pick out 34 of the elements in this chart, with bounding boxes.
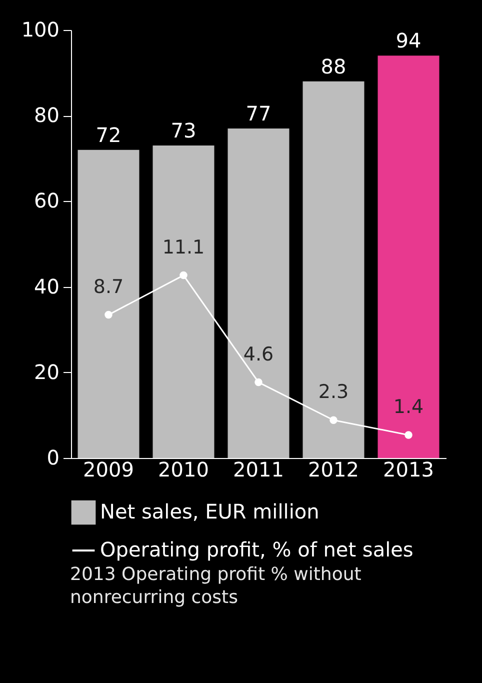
data-label: 2.3 bbox=[318, 381, 349, 404]
data-label: 1.4 bbox=[393, 396, 424, 418]
text: 2013 Operating profit % without nonrecurring costs bbox=[70, 563, 362, 610]
legend-label: Net sales, EUR million bbox=[100, 500, 320, 524]
point bbox=[404, 431, 412, 439]
point bbox=[254, 378, 262, 386]
y-tick-label: 20 bbox=[34, 360, 60, 384]
data-label: 94 bbox=[396, 28, 422, 53]
data-label: 4.6 bbox=[243, 343, 274, 366]
data-label: 8.7 bbox=[93, 276, 124, 298]
x-tick-label: 2012 bbox=[308, 458, 359, 482]
y-tick-label: 40 bbox=[34, 274, 60, 298]
y-tick-label: 80 bbox=[34, 103, 60, 128]
point bbox=[330, 416, 338, 424]
point bbox=[180, 271, 188, 280]
x-tick-label: 2009 bbox=[83, 458, 134, 482]
bar bbox=[228, 128, 290, 458]
y-tick-label: 100 bbox=[21, 18, 60, 42]
data-label: 77 bbox=[246, 101, 272, 126]
bar bbox=[152, 146, 214, 458]
bar bbox=[78, 150, 140, 458]
data-label: 72 bbox=[96, 122, 122, 147]
y-tick-label: 60 bbox=[34, 188, 60, 213]
data-label: 11.1 bbox=[162, 236, 205, 258]
legend-label: Operating profit, % of net sales bbox=[100, 538, 414, 562]
x-tick-label: 2011 bbox=[233, 458, 284, 482]
x-tick-label: 2013 bbox=[383, 458, 434, 482]
bar bbox=[378, 56, 440, 458]
bar bbox=[302, 81, 364, 458]
point bbox=[104, 310, 112, 319]
x-tick-label: 2010 bbox=[158, 458, 209, 482]
data-label: 88 bbox=[320, 54, 346, 78]
data-label: 73 bbox=[170, 118, 196, 143]
y-tick-label: 0 bbox=[46, 446, 60, 470]
